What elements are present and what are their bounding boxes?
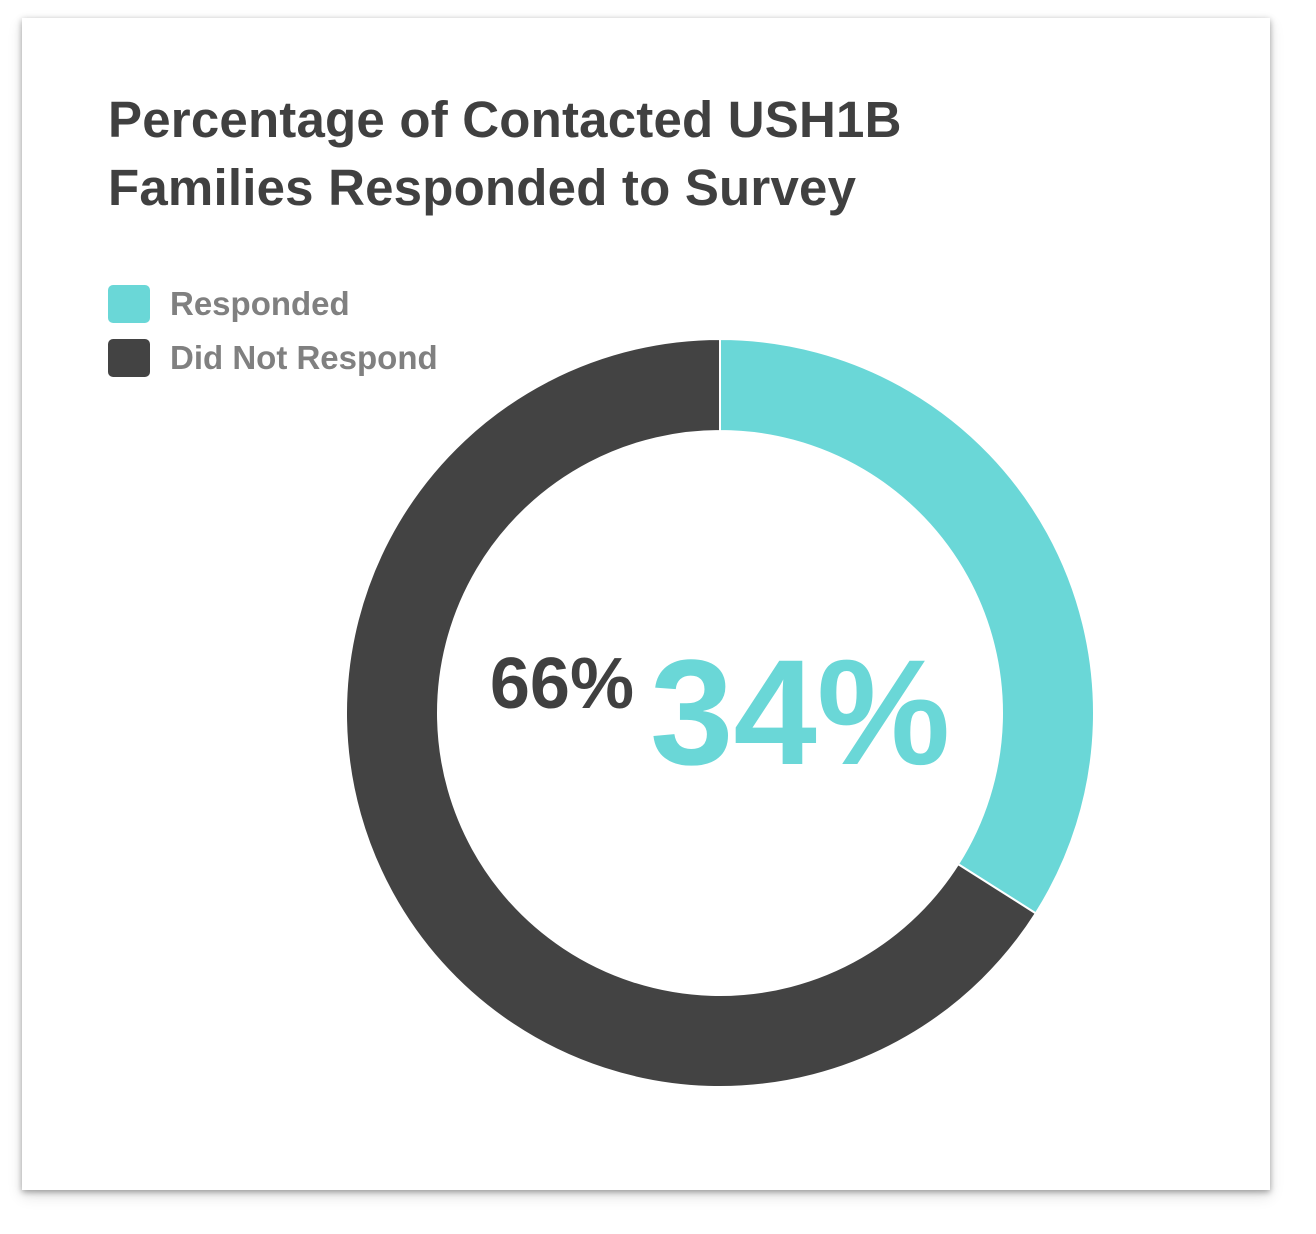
chart-title-line-1: Percentage of Contacted USH1B [108, 91, 902, 148]
legend-item-did-not-respond: Did Not Respond [108, 338, 438, 378]
donut-chart: 66% 34% [345, 337, 1095, 1088]
donut-slices [345, 337, 1095, 1088]
donut-slice-responded [719, 337, 1095, 915]
center-label-responded: 34% [650, 628, 950, 796]
legend-label-responded: Responded [170, 285, 350, 322]
legend-swatch-responded [108, 285, 150, 323]
chart-legend: Responded Did Not Respond [108, 284, 438, 392]
legend-label-did-not-respond: Did Not Respond [170, 339, 438, 376]
legend-item-responded: Responded [108, 284, 438, 324]
chart-title: Percentage of Contacted USH1B Families R… [108, 86, 1108, 222]
chart-card: Percentage of Contacted USH1B Families R… [22, 18, 1270, 1190]
center-label-did-not-respond: 66% [490, 644, 634, 724]
legend-swatch-did-not-respond [108, 339, 150, 377]
donut-slice-did-not-respond [345, 337, 1038, 1088]
chart-title-line-2: Families Responded to Survey [108, 159, 857, 216]
